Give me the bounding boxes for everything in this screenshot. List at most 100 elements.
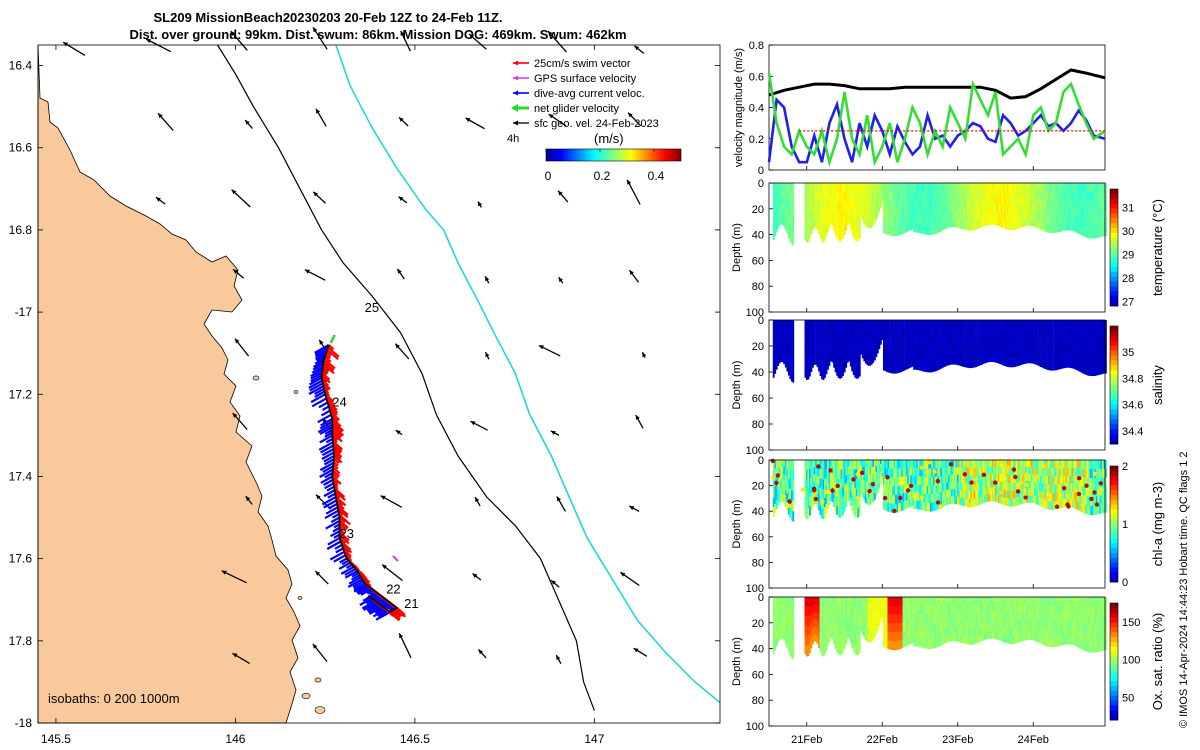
section-cell <box>1029 348 1032 357</box>
section-cell <box>783 190 786 198</box>
section-cell <box>981 212 983 220</box>
section-cell <box>993 460 996 468</box>
section-cell <box>981 183 983 191</box>
section-cell <box>831 334 834 342</box>
section-cell <box>848 333 851 341</box>
section-cell <box>991 327 994 335</box>
section-cell <box>781 341 784 349</box>
series-net-glider-velocity <box>767 72 1106 167</box>
section-cell <box>846 204 849 212</box>
section-cell <box>907 483 909 493</box>
section-cell <box>887 614 890 624</box>
section-cell <box>994 473 997 482</box>
section-cell <box>806 339 808 351</box>
section-cell <box>1102 468 1104 478</box>
section-cell <box>1028 341 1030 349</box>
section-cell <box>996 474 999 482</box>
section-cell <box>961 358 964 367</box>
section-cell <box>784 320 787 329</box>
section-cell <box>867 612 870 620</box>
section-cell <box>1056 484 1059 493</box>
section-cell <box>837 460 840 470</box>
section-cell <box>1100 356 1103 366</box>
section-colorbar-tick-label: 34.4 <box>1122 426 1143 438</box>
section-cell <box>1058 320 1060 329</box>
section-cell <box>881 476 884 480</box>
section-cell <box>867 467 870 476</box>
section-cell <box>818 485 820 494</box>
section-cell <box>1071 336 1074 345</box>
section-cell <box>1056 460 1059 469</box>
section-cell <box>907 223 909 232</box>
section-cell <box>815 190 817 199</box>
section-cell <box>899 200 902 210</box>
section-cell <box>970 343 973 353</box>
section-cell <box>947 320 950 328</box>
section-cell <box>1058 352 1060 362</box>
section-cell <box>1008 198 1011 207</box>
section-cell <box>1091 469 1094 479</box>
section-cell <box>978 205 980 214</box>
section-cell <box>957 349 959 358</box>
section-cell <box>880 328 882 333</box>
section-cell <box>935 320 938 329</box>
section-cell <box>816 475 819 484</box>
section-cell <box>978 320 980 328</box>
section-cell <box>946 467 949 476</box>
section-cell <box>874 202 876 210</box>
section-cell <box>898 485 900 495</box>
section-cell <box>951 197 953 206</box>
section-cell <box>836 642 838 653</box>
section-cell <box>846 218 849 226</box>
section-cell <box>818 320 820 329</box>
section-cell <box>886 460 888 469</box>
section-cell <box>952 320 955 328</box>
section-cell <box>1044 500 1047 509</box>
section-cell <box>836 228 838 239</box>
section-cell <box>821 645 823 656</box>
section-cell <box>993 334 996 342</box>
section-cell <box>783 618 786 627</box>
section-cell <box>991 347 994 356</box>
section-cell <box>1017 358 1020 366</box>
section-cell <box>867 482 870 491</box>
section-cell <box>815 334 817 343</box>
section-cell <box>928 200 931 210</box>
section-cell <box>896 218 899 228</box>
section-cell <box>1058 328 1060 337</box>
section-cell <box>1031 460 1033 468</box>
dive-avg-vector <box>323 458 335 466</box>
section-cell <box>818 502 820 511</box>
section-cell <box>861 603 864 610</box>
section-cell <box>855 212 858 222</box>
section-cell <box>815 205 817 213</box>
section-cell <box>1028 474 1030 482</box>
section-cell <box>902 493 905 502</box>
section-cell <box>843 200 846 210</box>
section-cell <box>1085 329 1088 339</box>
section-cell <box>1083 338 1086 348</box>
section-cell <box>828 634 831 643</box>
section-cell <box>984 495 986 503</box>
section-cell <box>963 460 965 468</box>
section-cell <box>869 612 872 620</box>
dive-avg-vector <box>323 499 338 509</box>
section-cell <box>878 601 881 607</box>
section-cell <box>1002 460 1005 468</box>
section-cell <box>861 609 864 617</box>
section-cell <box>854 469 857 480</box>
section-cell <box>781 348 784 356</box>
section-cell <box>880 476 882 481</box>
section-cell <box>979 212 982 221</box>
section-cell <box>849 627 852 636</box>
section-cell <box>815 611 817 620</box>
section-cell <box>1086 356 1089 367</box>
section-cell <box>1038 343 1041 351</box>
section-cell <box>1006 183 1009 191</box>
section-cell <box>869 627 872 635</box>
section-cell <box>1008 327 1011 336</box>
section-cell <box>896 486 899 496</box>
section-cell <box>978 190 980 199</box>
chla-dot <box>1057 465 1062 470</box>
section-cell <box>836 357 838 367</box>
